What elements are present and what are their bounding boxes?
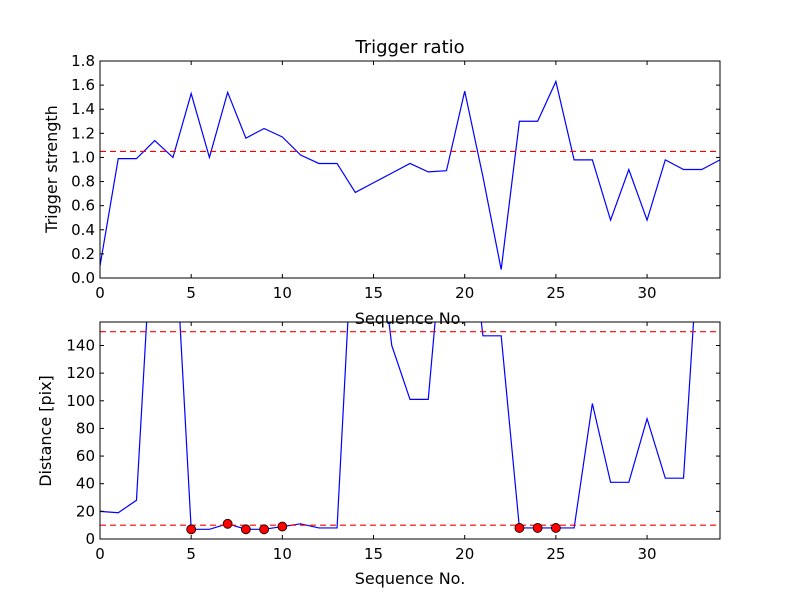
x-tick-label: 30 — [638, 545, 657, 563]
y-tick-label: 0 — [85, 530, 95, 548]
y-tick-label: 60 — [76, 447, 95, 465]
y-axis-label: Trigger strength — [42, 105, 61, 234]
x-tick-label: 15 — [364, 284, 383, 302]
data-point-marker — [259, 524, 270, 535]
x-tick-label: 5 — [186, 284, 196, 302]
y-tick-label: 0.4 — [71, 221, 95, 239]
x-tick-label: 20 — [455, 284, 474, 302]
chart-title: Trigger ratio — [354, 37, 464, 58]
x-tick-label: 25 — [546, 545, 565, 563]
x-tick-label: 0 — [95, 545, 105, 563]
axes-frame — [99, 321, 721, 540]
y-tick-label: 0.6 — [71, 197, 95, 215]
data-point-marker — [532, 523, 543, 533]
data-point-marker — [277, 521, 288, 532]
y-tick-label: 20 — [76, 502, 95, 520]
data-point-marker — [240, 524, 251, 535]
y-tick-label: 120 — [66, 364, 95, 382]
plot-content — [100, 79, 720, 270]
plot-content — [100, 322, 720, 535]
axes-frame — [99, 60, 721, 279]
data-point-marker — [550, 523, 561, 533]
y-tick-label: 1.2 — [71, 124, 95, 142]
x-tick-label: 20 — [455, 545, 474, 563]
plot-area: 0 5 10 15 20 25 30 0.0 0.2 0.4 0.6 0.8 1.0 1.2 1.4 1.6 1… — [71, 52, 721, 302]
x-axis-label: Sequence No. — [355, 569, 466, 588]
x-tick-label: 10 — [273, 284, 292, 302]
series-line-0 — [100, 79, 720, 270]
y-tick-label: 0.2 — [71, 245, 95, 263]
x-tick-label: 10 — [273, 545, 292, 563]
y-tick-label: 0.0 — [71, 269, 95, 287]
x-tick-label: 30 — [638, 284, 657, 302]
trigger-ratio-chart: Trigger ratio 0 5 10 15 20 25 30 0.0 0.2 0.4 0.6 0.… — [42, 37, 721, 328]
y-tick-label: 140 — [66, 336, 95, 354]
y-tick-label: 1.0 — [71, 148, 95, 166]
plot-area: 0 5 10 15 20 25 30 0 20 40 60 80 100 120 140 — [66, 321, 721, 563]
x-tick-label: 25 — [546, 284, 565, 302]
data-point-marker — [222, 518, 233, 529]
x-axis-label: Sequence No. — [355, 309, 466, 328]
y-tick-label: 40 — [76, 475, 95, 493]
series-line-0 — [100, 322, 695, 530]
y-tick-label: 1.4 — [71, 100, 95, 118]
x-tick-label: 0 — [95, 284, 105, 302]
y-tick-label: 1.6 — [71, 76, 95, 94]
x-tick-label: 15 — [364, 545, 383, 563]
data-point-marker — [186, 524, 197, 535]
y-tick-label: 0.8 — [71, 173, 95, 191]
y-axis-label: Distance [pix] — [36, 375, 55, 487]
y-tick-label: 100 — [66, 392, 95, 410]
y-tick-label: 1.8 — [71, 52, 95, 70]
distance-chart: 0 5 10 15 20 25 30 0 20 40 60 80 100 120 140 Sequence … — [36, 321, 721, 588]
data-point-marker — [514, 523, 525, 533]
x-tick-label: 5 — [186, 545, 196, 563]
y-tick-label: 80 — [76, 419, 95, 437]
